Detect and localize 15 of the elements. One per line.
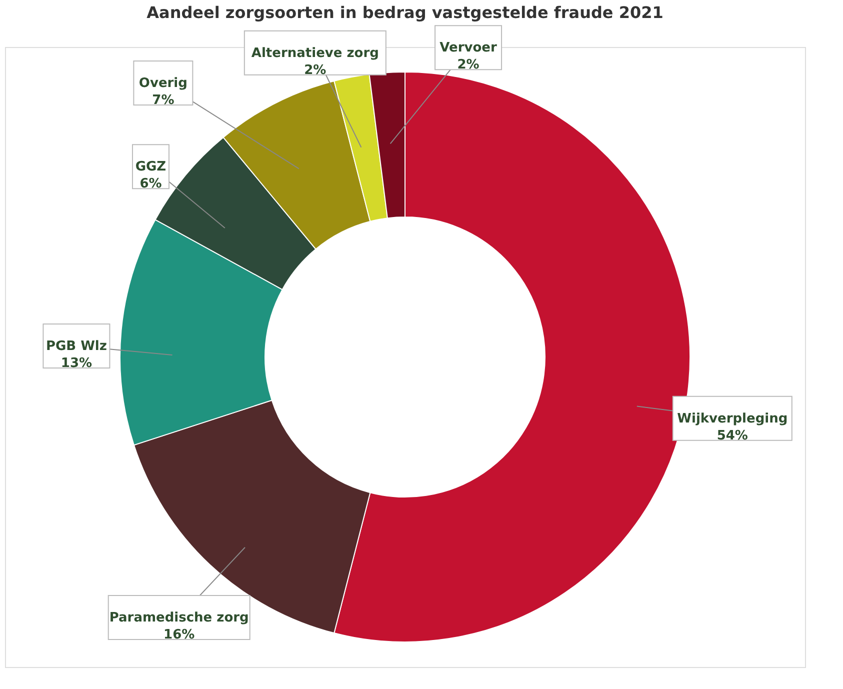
slice-label: Paramedische zorg: [109, 610, 249, 626]
slice-label: Vervoer: [440, 40, 498, 56]
data-label: 16%: [164, 628, 195, 643]
slice-label: PGB Wlz: [46, 338, 107, 354]
slice-label: Wijkverpleging: [677, 411, 788, 426]
data-label: 54%: [716, 428, 748, 444]
slice-label: Alternatieve zorg: [251, 46, 379, 61]
data-label: 7%: [152, 92, 174, 108]
slice-label: Overig: [138, 76, 188, 91]
slice-label: GGZ: [135, 160, 166, 175]
data-label: 2%: [457, 58, 480, 73]
data-label: 6%: [140, 176, 162, 192]
data-label: 2%: [304, 62, 326, 78]
chart-title: Aandeel zorgsoorten in bedrag vastgestelde fraude 2021: [146, 3, 664, 22]
data-label: 13%: [60, 356, 92, 371]
